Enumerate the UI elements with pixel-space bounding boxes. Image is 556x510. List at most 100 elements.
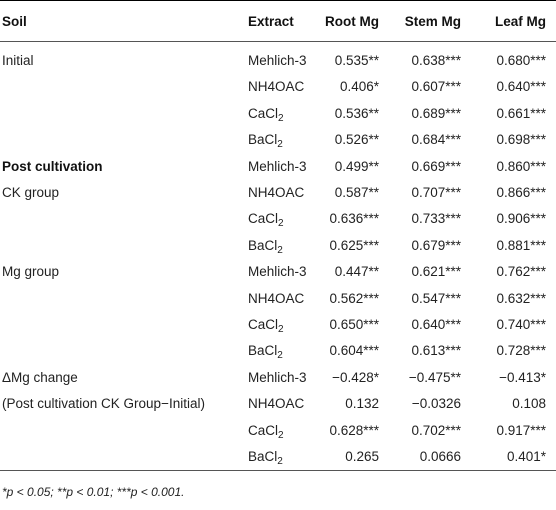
cell-root-mg: 0.650*** bbox=[329, 317, 379, 332]
cell-extract: NH4OAC bbox=[248, 286, 304, 311]
cell-extract: BaCl2 bbox=[248, 338, 283, 363]
cell-extract-text: Mehlich-3 bbox=[248, 158, 307, 174]
cell-extract-text: CaCl bbox=[248, 422, 279, 438]
cell-extract-subscript: 2 bbox=[278, 112, 284, 124]
cell-extract-text: CaCl bbox=[248, 317, 279, 332]
cell-leaf-mg: 0.680*** bbox=[496, 53, 546, 68]
cell-extract: BaCl2 bbox=[248, 444, 283, 469]
cell-root-mg: 0.636*** bbox=[329, 211, 379, 227]
table-row: CK group NH4OAC 0.587** 0.707*** 0.866*** bbox=[0, 180, 556, 205]
cell-extract-text: Mehlich-3 bbox=[248, 53, 307, 68]
cell-stem-mg: 0.689*** bbox=[411, 105, 461, 121]
table-row: CaCl2 0.636*** 0.733*** 0.906*** bbox=[0, 206, 556, 231]
table-row: (Post cultivation CK Group−Initial) NH4OA… bbox=[0, 391, 556, 416]
cell-stem-mg: −0.0326 bbox=[411, 396, 461, 412]
header-leaf-mg: Leaf Mg bbox=[494, 14, 546, 29]
cell-extract: Mehlich-3 bbox=[248, 48, 307, 73]
cell-leaf-mg: −0.413* bbox=[499, 369, 546, 385]
table-row: Mg group Mehlich-3 0.447** 0.621*** 0.762*** bbox=[0, 259, 556, 284]
table-bottom-rule bbox=[0, 470, 556, 471]
table-row: CaCl2 0.536** 0.689*** 0.661*** bbox=[0, 101, 556, 126]
table-header-row: Soil Extract Root Mg Stem Mg Leaf Mg bbox=[0, 9, 556, 34]
table-row: ΔMg change Mehlich-3 −0.428* −0.475** −0.413… bbox=[0, 365, 556, 390]
cell-extract-subscript: 2 bbox=[277, 139, 283, 151]
cell-extract-subscript: 2 bbox=[278, 429, 284, 441]
cell-root-mg: 0.604*** bbox=[329, 343, 379, 359]
cell-leaf-mg: 0.917*** bbox=[496, 422, 546, 438]
table-footnote: *p < 0.05; **p < 0.01; ***p < 0.001. bbox=[2, 485, 185, 499]
cell-root-mg: −0.428* bbox=[332, 369, 379, 385]
table-row: CaCl2 0.628*** 0.702*** 0.917*** bbox=[0, 418, 556, 443]
cell-extract-subscript: 2 bbox=[277, 456, 283, 467]
cell-leaf-mg: 0.698*** bbox=[496, 132, 546, 148]
table-row: BaCl2 0.526** 0.684*** 0.698*** bbox=[0, 127, 556, 152]
cell-leaf-mg: 0.640*** bbox=[496, 79, 546, 95]
cell-stem-mg: 0.613*** bbox=[411, 343, 461, 359]
cell-root-mg: 0.628*** bbox=[329, 422, 379, 438]
table-row: CaCl2 0.650*** 0.640*** 0.740*** bbox=[0, 312, 556, 337]
cell-leaf-mg: 0.906*** bbox=[496, 211, 546, 227]
cell-root-mg: 0.499** bbox=[334, 158, 379, 174]
cell-root-mg: 0.587** bbox=[334, 185, 379, 200]
cell-stem-mg: −0.475** bbox=[408, 369, 461, 385]
cell-extract-text: Mehlich-3 bbox=[248, 264, 307, 280]
cell-root-mg: 0.406* bbox=[339, 79, 379, 95]
cell-root-mg: 0.265 bbox=[345, 449, 379, 464]
cell-soil: Post cultivation bbox=[2, 158, 103, 174]
cell-extract: Mehlich-3 bbox=[248, 259, 307, 284]
cell-extract-subscript: 2 bbox=[277, 244, 283, 256]
cell-extract: CaCl2 bbox=[248, 206, 284, 231]
cell-stem-mg: 0.702*** bbox=[411, 422, 461, 438]
table-top-rule bbox=[0, 0, 556, 1]
cell-soil: Initial bbox=[2, 53, 34, 68]
cell-extract-text: BaCl bbox=[248, 449, 278, 464]
cell-extract: NH4OAC bbox=[248, 391, 304, 416]
cell-stem-mg: 0.0666 bbox=[419, 449, 461, 464]
header-extract: Extract bbox=[248, 14, 294, 29]
cell-leaf-mg: 0.881*** bbox=[496, 237, 546, 253]
cell-extract-subscript: 2 bbox=[278, 324, 284, 335]
cell-leaf-mg: 0.866*** bbox=[496, 185, 546, 200]
cell-leaf-mg: 0.860*** bbox=[496, 158, 546, 174]
cell-root-mg: 0.447** bbox=[334, 264, 379, 280]
cell-extract: CaCl2 bbox=[248, 312, 284, 337]
table-row: Post cultivation Mehlich-3 0.499** 0.669***… bbox=[0, 154, 556, 179]
cell-leaf-mg: 0.632*** bbox=[496, 290, 546, 306]
cell-extract: Mehlich-3 bbox=[248, 365, 307, 390]
cell-extract-text: NH4OAC bbox=[248, 79, 305, 95]
cell-extract-subscript: 2 bbox=[278, 218, 284, 230]
cell-extract-text: NH4OAC bbox=[248, 290, 305, 306]
cell-extract: NH4OAC bbox=[248, 180, 304, 205]
cell-stem-mg: 0.707*** bbox=[411, 185, 461, 200]
cell-extract: NH4OAC bbox=[248, 74, 304, 99]
cell-stem-mg: 0.669*** bbox=[411, 158, 461, 174]
cell-leaf-mg: 0.740*** bbox=[496, 317, 546, 332]
header-stem-mg: Stem Mg bbox=[404, 14, 461, 29]
cell-stem-mg: 0.638*** bbox=[411, 53, 461, 68]
cell-stem-mg: 0.733*** bbox=[411, 211, 461, 227]
cell-root-mg: 0.562*** bbox=[329, 290, 379, 306]
cell-stem-mg: 0.621*** bbox=[411, 264, 461, 280]
cell-leaf-mg: 0.401* bbox=[506, 449, 546, 464]
cell-extract-subscript: 2 bbox=[277, 350, 283, 362]
cell-extract-text: CaCl bbox=[248, 105, 279, 121]
cell-extract: CaCl2 bbox=[248, 101, 284, 126]
cell-leaf-mg: 0.108 bbox=[512, 396, 546, 412]
cell-extract: CaCl2 bbox=[248, 418, 284, 443]
table-row: BaCl2 0.625*** 0.679*** 0.881*** bbox=[0, 233, 556, 258]
cell-extract-text: CaCl bbox=[248, 211, 279, 227]
header-root-mg: Root Mg bbox=[325, 14, 379, 29]
cell-extract-text: NH4OAC bbox=[248, 185, 305, 200]
cell-extract-text: Mehlich-3 bbox=[248, 369, 307, 385]
cell-root-mg: 0.535** bbox=[334, 53, 379, 68]
cell-root-mg: 0.536** bbox=[334, 105, 379, 121]
table-row: Initial Mehlich-3 0.535** 0.638*** 0.680*** bbox=[0, 48, 556, 73]
cell-extract-text: BaCl bbox=[248, 237, 278, 253]
cell-root-mg: 0.526** bbox=[334, 132, 379, 148]
cell-stem-mg: 0.607*** bbox=[411, 79, 461, 95]
table-header-rule bbox=[0, 41, 556, 42]
cell-leaf-mg: 0.728*** bbox=[496, 343, 546, 359]
cell-root-mg: 0.625*** bbox=[329, 237, 379, 253]
cell-extract-text: BaCl bbox=[248, 132, 278, 148]
